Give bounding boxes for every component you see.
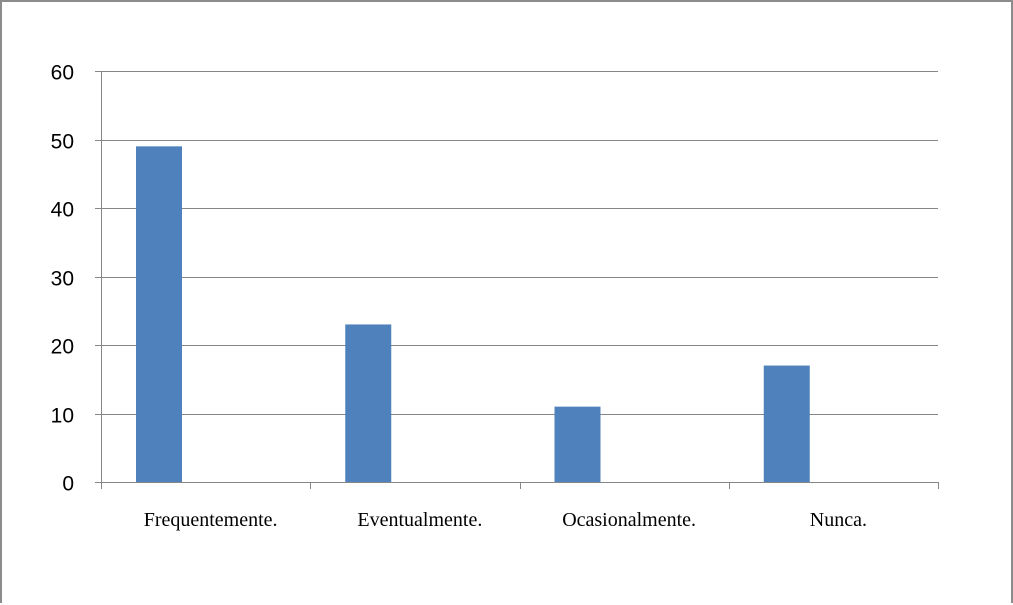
bar-ocasionalmente	[554, 406, 601, 482]
bar-frequentemente	[136, 146, 182, 482]
axes	[95, 71, 939, 489]
y-tick-label-20: 20	[51, 336, 74, 359]
y-tick-label-30: 30	[51, 268, 74, 291]
x-tick-label-ocasionalmente: Ocasionalmente.	[562, 509, 696, 531]
y-tick-label-40: 40	[51, 199, 74, 222]
bar-eventualmente	[345, 324, 392, 482]
tick-labels: 0 10 20 30 40 50 60 Frequentemente. Eventualment…	[51, 62, 867, 532]
x-tick-label-nunca: Nunca.	[810, 509, 867, 531]
x-tick-label-eventualmente: Eventualmente.	[357, 509, 482, 531]
y-tick-label-0: 0	[62, 473, 74, 496]
y-tick-label-10: 10	[51, 405, 74, 428]
bar-nunca	[763, 365, 810, 482]
y-tick-label-60: 60	[51, 62, 74, 85]
x-tick-label-frequentemente: Frequentemente.	[144, 509, 278, 531]
gridlines	[101, 71, 938, 415]
bars	[136, 146, 810, 482]
y-tick-label-50: 50	[51, 131, 74, 154]
